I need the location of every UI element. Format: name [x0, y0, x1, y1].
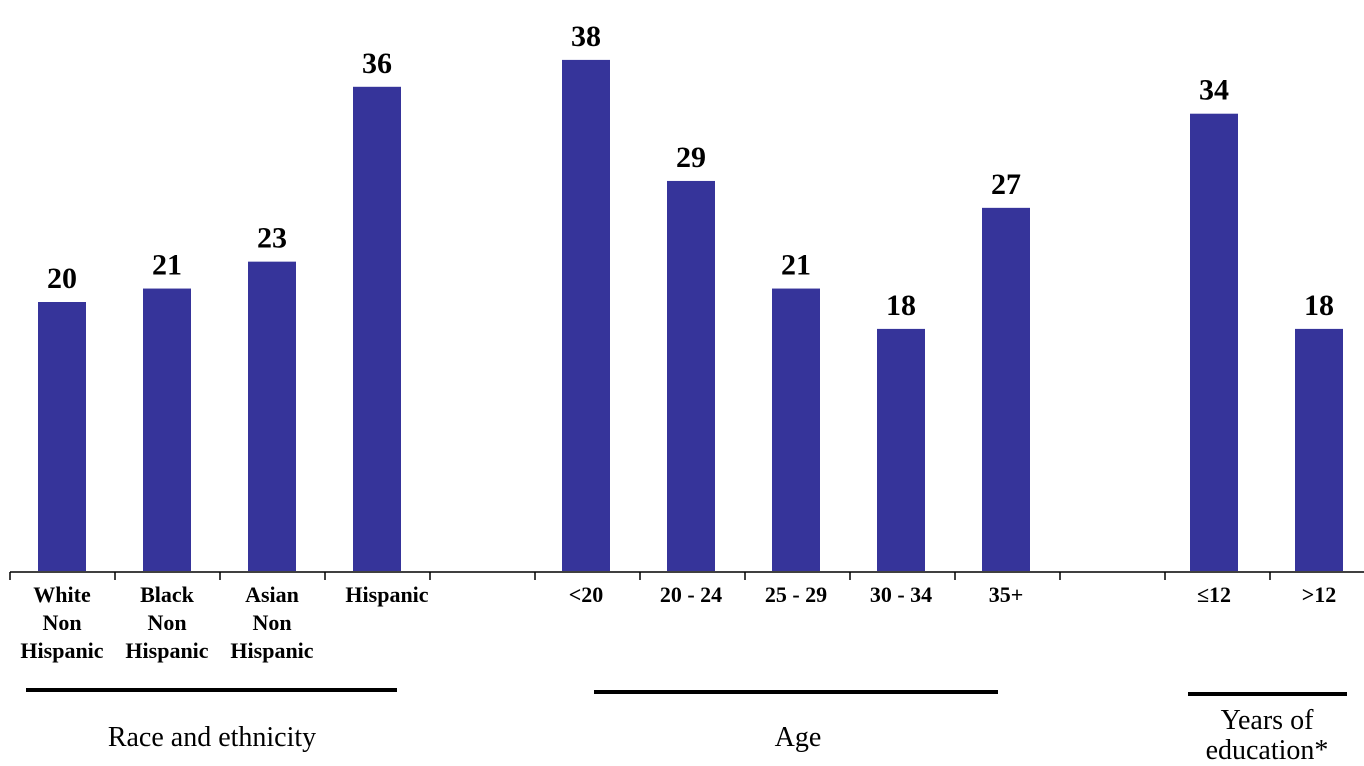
tick-label: 35+	[989, 582, 1024, 607]
tick-label: 20 - 24	[660, 582, 722, 607]
group-label: Race and ethnicity	[108, 722, 316, 753]
data-label: 38	[571, 20, 601, 53]
tick-label: Asian Non Hispanic	[230, 582, 313, 663]
bar	[1190, 113, 1238, 571]
bar	[38, 302, 86, 571]
x-axis	[9, 571, 1364, 580]
tick-label: Hispanic	[345, 582, 428, 607]
tick-label: 25 - 29	[765, 582, 827, 607]
bar	[353, 86, 401, 572]
group-labels-layer: Race and ethnicity Age Years of education*	[26, 688, 1347, 766]
tick-label: White Non Hispanic	[20, 582, 103, 663]
data-label: 34	[1199, 74, 1229, 107]
tick-labels-layer: White Non Hispanic Black Non Hispanic Asian Non…	[20, 582, 1336, 663]
group-label: Age	[775, 722, 822, 753]
tick-label: Black Non Hispanic	[125, 582, 208, 663]
data-label: 21	[781, 249, 811, 282]
tick-label: >12	[1302, 582, 1337, 607]
tick-label: 30 - 34	[870, 582, 932, 607]
bars-layer	[38, 59, 1343, 572]
data-label: 21	[152, 249, 182, 282]
data-label: 27	[991, 168, 1021, 201]
bar	[143, 288, 191, 571]
data-label: 18	[886, 289, 916, 322]
bar	[562, 59, 610, 572]
tick-label: ≤12	[1197, 582, 1231, 607]
data-label: 23	[257, 222, 287, 255]
data-label: 36	[362, 47, 392, 80]
bar	[772, 288, 820, 571]
bar	[877, 328, 925, 571]
value-labels-layer: 20 21 23 36 38 29 21 18 27 34 18	[47, 20, 1334, 322]
bar	[982, 207, 1030, 571]
bar	[1295, 328, 1343, 571]
data-label: 20	[47, 262, 77, 295]
group-label: Years of education*	[1206, 705, 1329, 766]
data-label: 18	[1304, 289, 1334, 322]
tick-label: <20	[569, 582, 604, 607]
data-label: 29	[676, 141, 706, 174]
bar	[248, 261, 296, 571]
bar	[667, 180, 715, 571]
